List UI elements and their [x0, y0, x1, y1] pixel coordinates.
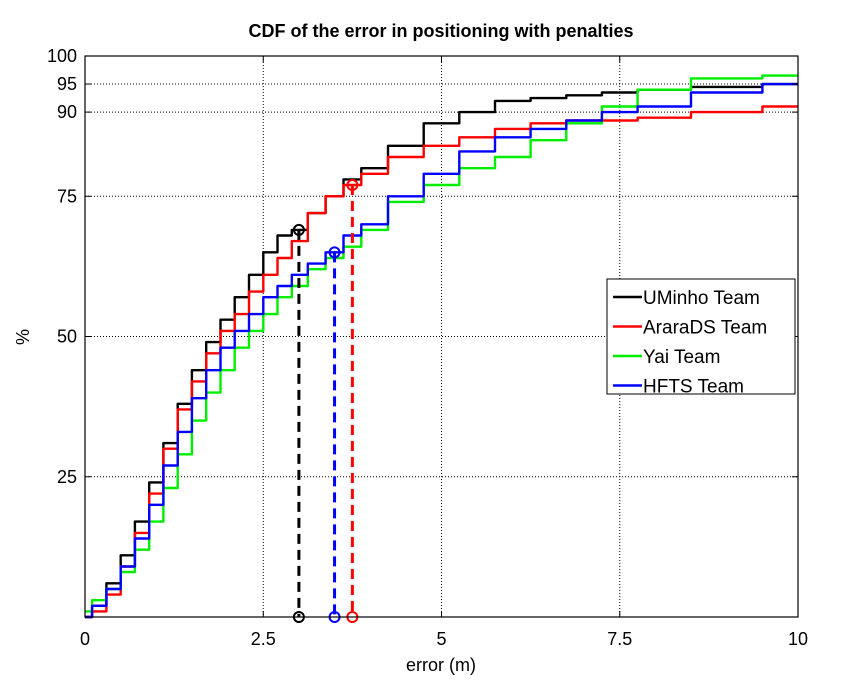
series-line-hfts-team	[85, 82, 798, 619]
y-tick-label: 100	[47, 46, 77, 66]
x-tick-label: 5	[436, 629, 446, 649]
axis-ticks: 0 2.5 5 7.5 10 25 50 75 90 95 100	[47, 46, 808, 649]
legend-label: UMinho Team	[643, 288, 760, 309]
x-tick-label: 0	[80, 629, 90, 649]
y-tick-label: 95	[57, 74, 77, 94]
marker-point	[328, 246, 341, 259]
legend-label: Yai Team	[643, 347, 720, 368]
legend-label: AraraDS Team	[643, 318, 767, 339]
legend-label: HFTS Team	[643, 377, 744, 398]
legend: UMinho Team AraraDS Team Yai Team HFTS Team	[606, 278, 796, 398]
y-tick-label: 25	[57, 467, 77, 487]
series-line-yai-team	[85, 74, 798, 613]
chart-title: CDF of the error in positioning with pen…	[248, 21, 633, 41]
x-tick-label: 2.5	[251, 629, 276, 649]
series-line-ararads-team	[85, 105, 798, 619]
y-tick-label: 90	[57, 102, 77, 122]
marker-point	[292, 223, 305, 236]
series-lines	[85, 74, 798, 619]
y-axis-label: %	[13, 329, 33, 345]
series-line-uminho-team	[85, 82, 798, 619]
x-tick-label: 10	[788, 629, 808, 649]
x-tick-label: 7.5	[607, 629, 632, 649]
y-tick-label: 50	[57, 327, 77, 347]
marker-dropdowns	[292, 179, 359, 623]
marker-point	[346, 179, 359, 192]
y-tick-label: 75	[57, 186, 77, 206]
x-axis-label: error (m)	[406, 655, 476, 675]
